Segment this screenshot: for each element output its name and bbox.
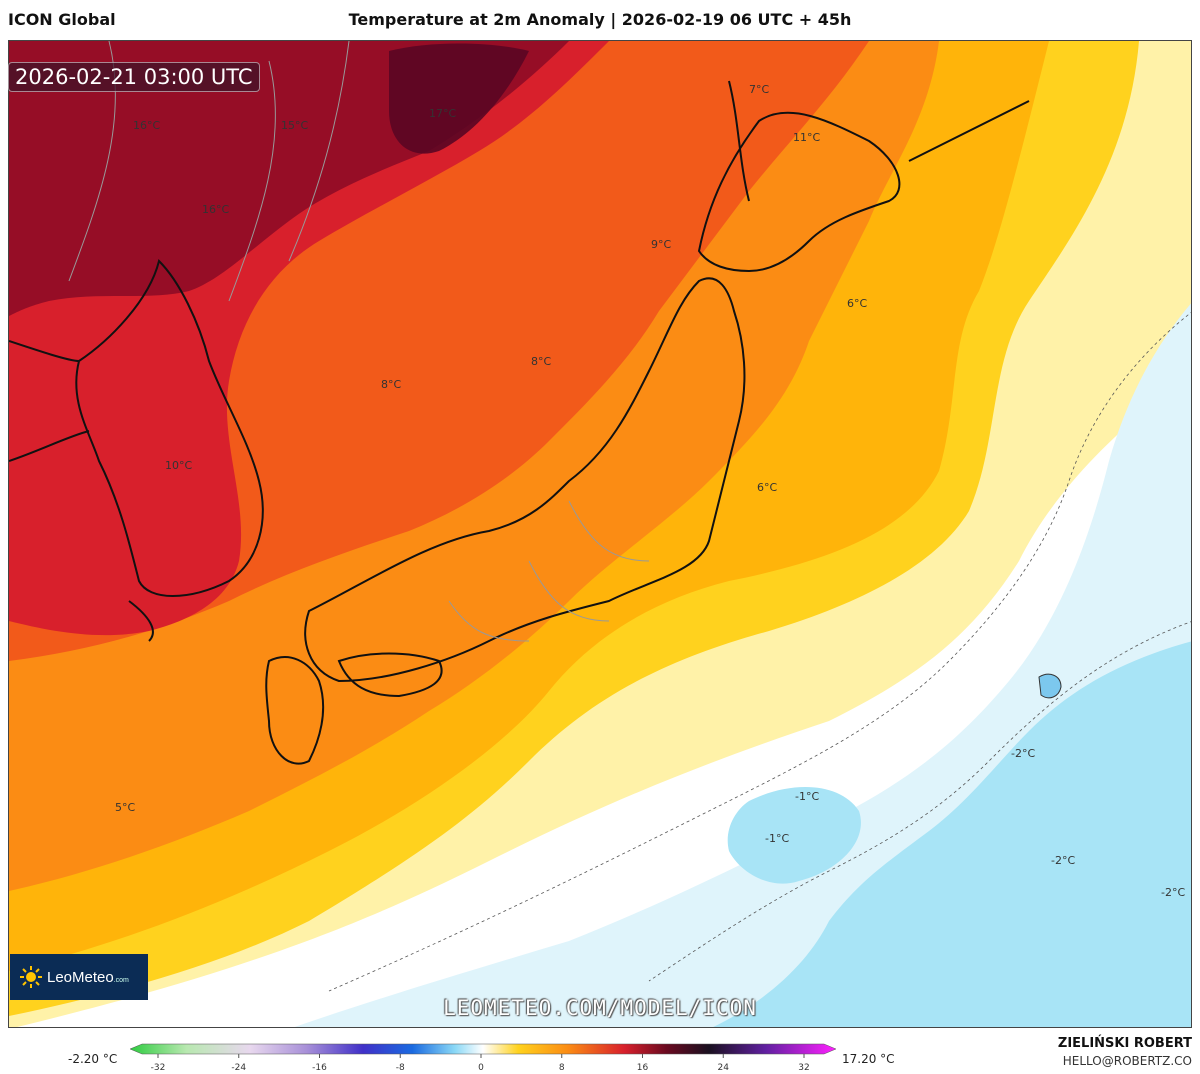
watermark-url: LEOMETEO.COM/MODEL/ICON	[443, 996, 757, 1020]
scale-tick-label: -32	[151, 1063, 166, 1073]
borders	[68, 41, 650, 642]
temp-label: -2°C	[1011, 747, 1035, 760]
coast-kyushu	[265, 656, 325, 765]
scale-tick-label: -16	[312, 1063, 327, 1073]
anomaly-map: 16°C 15°C 17°C 16°C 7°C 11°C 9°C 6°C 8°C…	[8, 40, 1192, 1028]
isolines	[328, 312, 1191, 992]
temp-label: 9°C	[651, 238, 671, 251]
temp-label: 17°C	[429, 107, 456, 120]
coast-korea	[75, 259, 264, 597]
map-title: Temperature at 2m Anomaly | 2026-02-19 0…	[348, 10, 852, 29]
author-email: HELLO@ROBERTZ.CO	[1062, 1054, 1192, 1068]
author-name: ZIELIŃSKI ROBERT	[1057, 1036, 1192, 1051]
temp-label: 5°C	[115, 801, 135, 814]
temp-label: -1°C	[765, 832, 789, 845]
coast-china-bay	[9, 340, 90, 462]
scale-min-label: -2.20 °C	[68, 1052, 118, 1066]
scale-ticks: -32 -24 -16 -8 0 8 16 24 32	[151, 1054, 810, 1073]
temp-label: 16°C	[133, 119, 160, 132]
map-canvas: 16°C 15°C 17°C 16°C 7°C 11°C 9°C 6°C 8°C…	[9, 41, 1191, 1027]
scale-tick-label: -8	[396, 1063, 405, 1073]
scale-tick-label: 8	[559, 1063, 565, 1073]
temperature-labels: 16°C 15°C 17°C 16°C 7°C 11°C 9°C 6°C 8°C…	[115, 83, 1185, 899]
field-blue-patch	[727, 787, 861, 884]
temp-label: 16°C	[202, 203, 229, 216]
footer: -32 -24 -16 -8 0 8 16 24 32 -2.20 °C 17.20 °C ZI…	[0, 1030, 1200, 1074]
field-blue	[713, 641, 1191, 1027]
coast-honshu	[304, 277, 746, 683]
coast-tsushima	[128, 600, 154, 642]
coast-shikoku	[337, 652, 443, 698]
field-darkest-red	[389, 43, 529, 154]
header: ICON Global Temperature at 2m Anomaly | …	[0, 0, 1200, 40]
field-blue-cell	[1038, 673, 1062, 699]
logo-text: LeoMeteo.com	[47, 968, 129, 986]
temp-label: 6°C	[757, 481, 777, 494]
scale-tick-label: 16	[637, 1063, 649, 1073]
scale-max-label: 17.20 °C	[842, 1052, 895, 1066]
temp-label: 10°C	[165, 459, 192, 472]
valid-time-badge: 2026-02-21 03:00 UTC	[8, 62, 260, 92]
coast-sakhalin	[728, 80, 1030, 202]
temp-label: 8°C	[531, 355, 551, 368]
color-scale-bar	[129, 1043, 837, 1055]
model-name: ICON Global	[8, 10, 116, 29]
temp-label: -2°C	[1051, 854, 1075, 867]
scale-tick-label: -24	[231, 1063, 246, 1073]
leometeo-logo: LeoMeteo.com	[10, 954, 148, 1000]
temp-label: 11°C	[793, 131, 820, 144]
temp-label: 6°C	[847, 297, 867, 310]
temp-label: 15°C	[281, 119, 308, 132]
color-scale: -32 -24 -16 -8 0 8 16 24 32	[129, 1043, 837, 1073]
scale-tick-label: 0	[478, 1063, 484, 1073]
temp-label: -1°C	[795, 790, 819, 803]
coastlines	[9, 80, 1030, 765]
temp-label: -2°C	[1161, 886, 1185, 899]
temp-label: 8°C	[381, 378, 401, 391]
sun-icon	[20, 966, 42, 988]
scale-tick-label: 24	[718, 1063, 730, 1073]
coast-hokkaido	[697, 111, 901, 273]
scale-tick-label: 32	[798, 1063, 809, 1073]
temp-label: 7°C	[749, 83, 769, 96]
